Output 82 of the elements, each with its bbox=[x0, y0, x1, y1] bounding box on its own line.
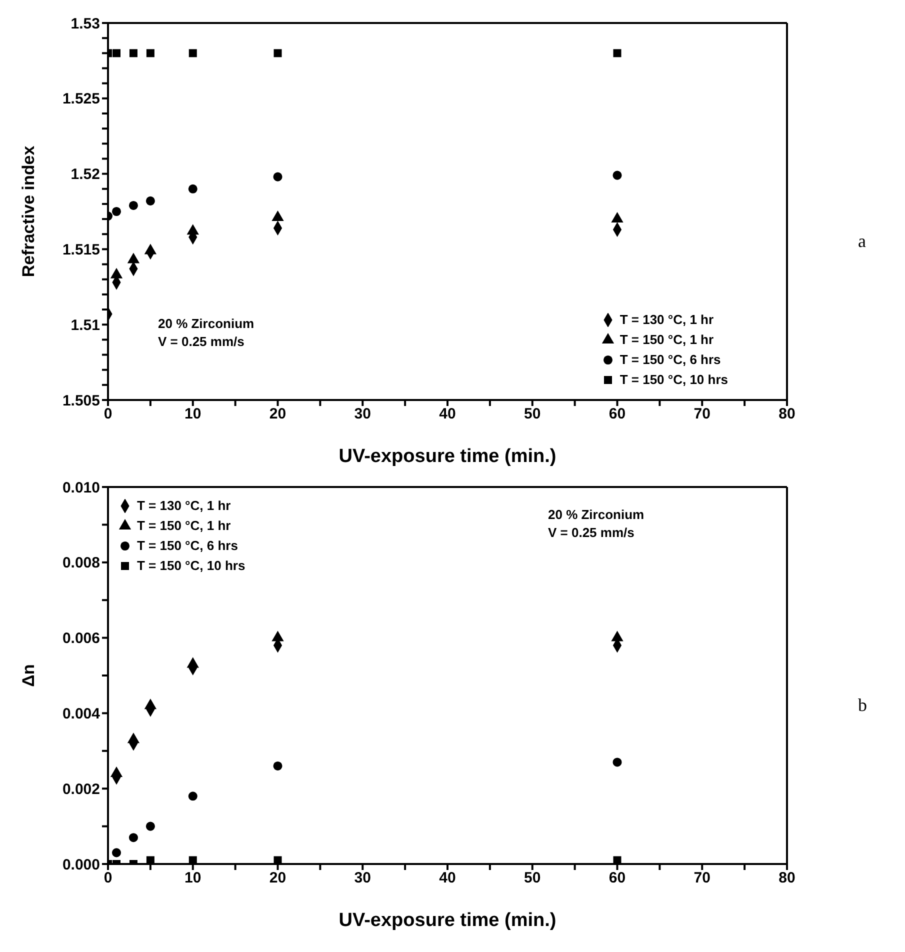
legend-label: T = 150 °C, 6 hrs bbox=[620, 351, 721, 369]
x-tick-label: 20 bbox=[269, 406, 286, 423]
x-tick-label: 10 bbox=[184, 870, 202, 887]
y-tick-label: 0.002 bbox=[62, 780, 100, 798]
x-tick-label: 10 bbox=[184, 406, 202, 423]
point bbox=[272, 210, 284, 222]
point bbox=[127, 732, 140, 744]
point bbox=[613, 49, 622, 58]
point bbox=[110, 766, 123, 778]
annotation: 20 % Zirconium bbox=[158, 315, 254, 333]
point bbox=[188, 856, 197, 864]
y-tick-label: 1.505 bbox=[62, 392, 100, 410]
x-tick-label: 30 bbox=[354, 406, 371, 423]
point bbox=[186, 657, 199, 668]
x-tick-label: 50 bbox=[524, 870, 541, 887]
point bbox=[274, 49, 282, 58]
point bbox=[146, 49, 154, 58]
point bbox=[611, 212, 624, 223]
point bbox=[129, 49, 138, 58]
point bbox=[112, 848, 121, 858]
y-tick-label: 0.000 bbox=[62, 856, 100, 874]
point bbox=[613, 856, 622, 864]
point bbox=[128, 833, 138, 842]
x-tick-label: 80 bbox=[778, 870, 796, 887]
x-tick-label: 40 bbox=[439, 870, 456, 887]
point bbox=[127, 252, 140, 264]
legend-label: T = 150 °C, 10 hrs bbox=[137, 557, 246, 575]
x-tick-label: 80 bbox=[778, 406, 796, 423]
annotation: V = 0.25 mm/s bbox=[548, 524, 636, 542]
text: a bbox=[858, 231, 866, 252]
x-tick-label: 0 bbox=[104, 406, 112, 423]
y-tick-label: 1.52 bbox=[70, 166, 100, 184]
annotation: 20 % Zirconium bbox=[548, 506, 644, 524]
x-tick-label: 20 bbox=[269, 870, 286, 887]
point bbox=[146, 856, 154, 864]
y-tick-label: 0.008 bbox=[62, 554, 100, 572]
x-tick-label: 30 bbox=[354, 870, 371, 887]
legend-label: T = 150 °C, 6 hrs bbox=[137, 537, 238, 555]
text: b bbox=[858, 695, 867, 716]
y-tick-label: 0.010 bbox=[62, 479, 100, 496]
legend-label: T = 130 °C, 1 hr bbox=[620, 311, 714, 329]
point bbox=[188, 49, 197, 58]
y-tick-label: 0.004 bbox=[62, 706, 101, 723]
point bbox=[144, 698, 157, 710]
point bbox=[128, 200, 138, 210]
point bbox=[272, 630, 284, 642]
legend-label: T = 130 °C, 1 hr bbox=[137, 497, 231, 515]
point bbox=[188, 184, 198, 194]
point bbox=[273, 761, 282, 770]
y-tick-label: 1.515 bbox=[62, 242, 100, 259]
point bbox=[611, 630, 624, 642]
x-tick-label: 60 bbox=[608, 406, 626, 423]
point bbox=[112, 49, 120, 58]
y-tick-label: 0.006 bbox=[62, 630, 100, 648]
x-tick-label: 0 bbox=[104, 870, 112, 887]
y-tick-label: 1.51 bbox=[70, 316, 100, 334]
y-tick-label: 1.525 bbox=[62, 90, 100, 108]
y-axis-title: Refractive index bbox=[19, 145, 38, 278]
x-tick-label: 60 bbox=[608, 870, 626, 887]
point bbox=[112, 206, 121, 216]
point bbox=[110, 268, 123, 278]
x-axis-title: UV-exposure time (min.) bbox=[338, 910, 556, 931]
point bbox=[146, 196, 155, 206]
legend-label: T = 150 °C, 10 hrs bbox=[620, 371, 728, 389]
y-axis-title: Δn bbox=[19, 664, 38, 687]
x-tick-label: 40 bbox=[439, 406, 456, 423]
point bbox=[273, 172, 282, 182]
point bbox=[612, 170, 622, 180]
legend-label: T = 150 °C, 1 hr bbox=[137, 517, 231, 535]
point bbox=[274, 856, 282, 864]
legend-label: T = 150 °C, 1 hr bbox=[620, 331, 714, 349]
y-tick-label: 1.53 bbox=[70, 15, 100, 32]
point bbox=[188, 792, 198, 801]
x-tick-label: 70 bbox=[694, 870, 710, 887]
x-axis-title: UV-exposure time (min.) bbox=[338, 446, 556, 467]
point bbox=[186, 224, 199, 235]
point bbox=[612, 758, 622, 767]
point bbox=[144, 244, 157, 254]
x-tick-label: 70 bbox=[694, 406, 710, 423]
point bbox=[146, 822, 155, 831]
annotation: V = 0.25 mm/s bbox=[158, 333, 246, 351]
x-tick-label: 50 bbox=[524, 406, 541, 423]
